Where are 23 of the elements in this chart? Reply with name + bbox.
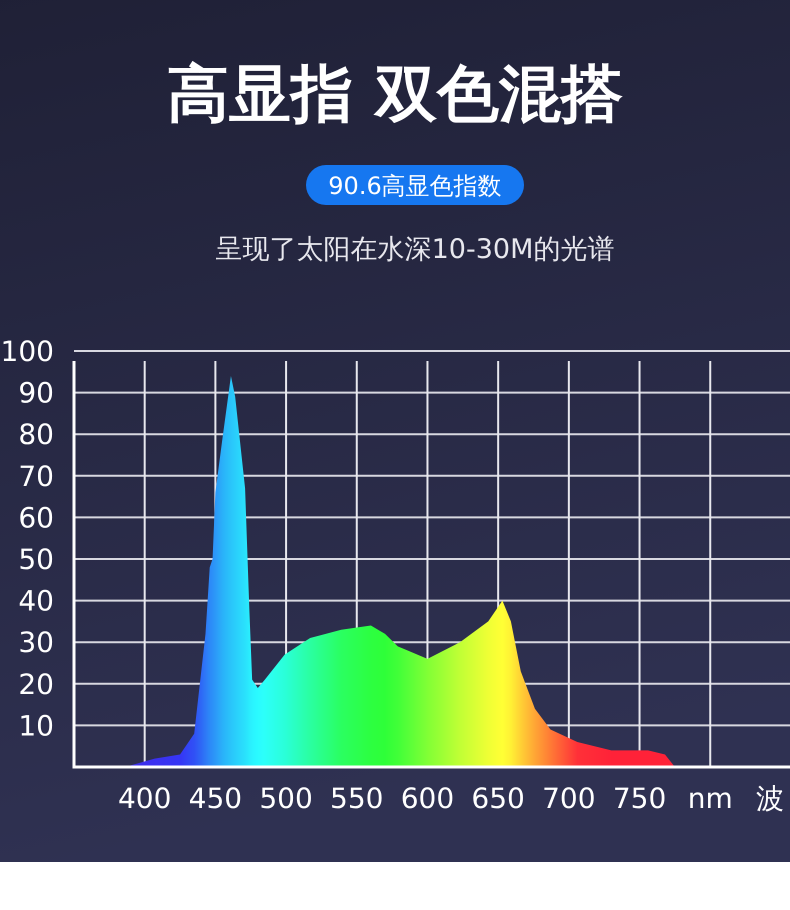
y-tick-label: 50	[18, 543, 54, 576]
x-tick-label: 750	[612, 782, 666, 815]
x-tick-label: 700	[542, 782, 596, 815]
y-tick-label: 60	[18, 501, 54, 534]
y-tick-label: 100	[0, 335, 54, 368]
y-tick-label: 30	[18, 626, 54, 660]
y-tick-label: 10	[18, 709, 54, 742]
y-tick-label: 40	[18, 584, 54, 618]
x-tick-label: 450	[188, 782, 242, 815]
chart-subtitle: 90.6高显色指数	[328, 172, 502, 200]
x-tick-label: 600	[400, 782, 454, 815]
y-tick-label: 80	[18, 418, 54, 452]
chart-title: 高显指 双色混搭	[167, 57, 623, 130]
x-tick-label: 550	[330, 782, 384, 815]
x-tick-label: nm	[688, 782, 733, 815]
y-tick-label: 70	[18, 460, 54, 493]
y-tick-label: 20	[18, 668, 54, 701]
x-tick-label: 400	[118, 782, 172, 815]
y-tick-label: 90	[18, 376, 54, 410]
x-tick-label: 650	[471, 782, 525, 815]
text: 呈现了太阳在水深10-30M的光谱	[216, 234, 614, 265]
x-tick-label: 500	[259, 782, 313, 815]
x-axis-title: 波	[756, 782, 784, 815]
